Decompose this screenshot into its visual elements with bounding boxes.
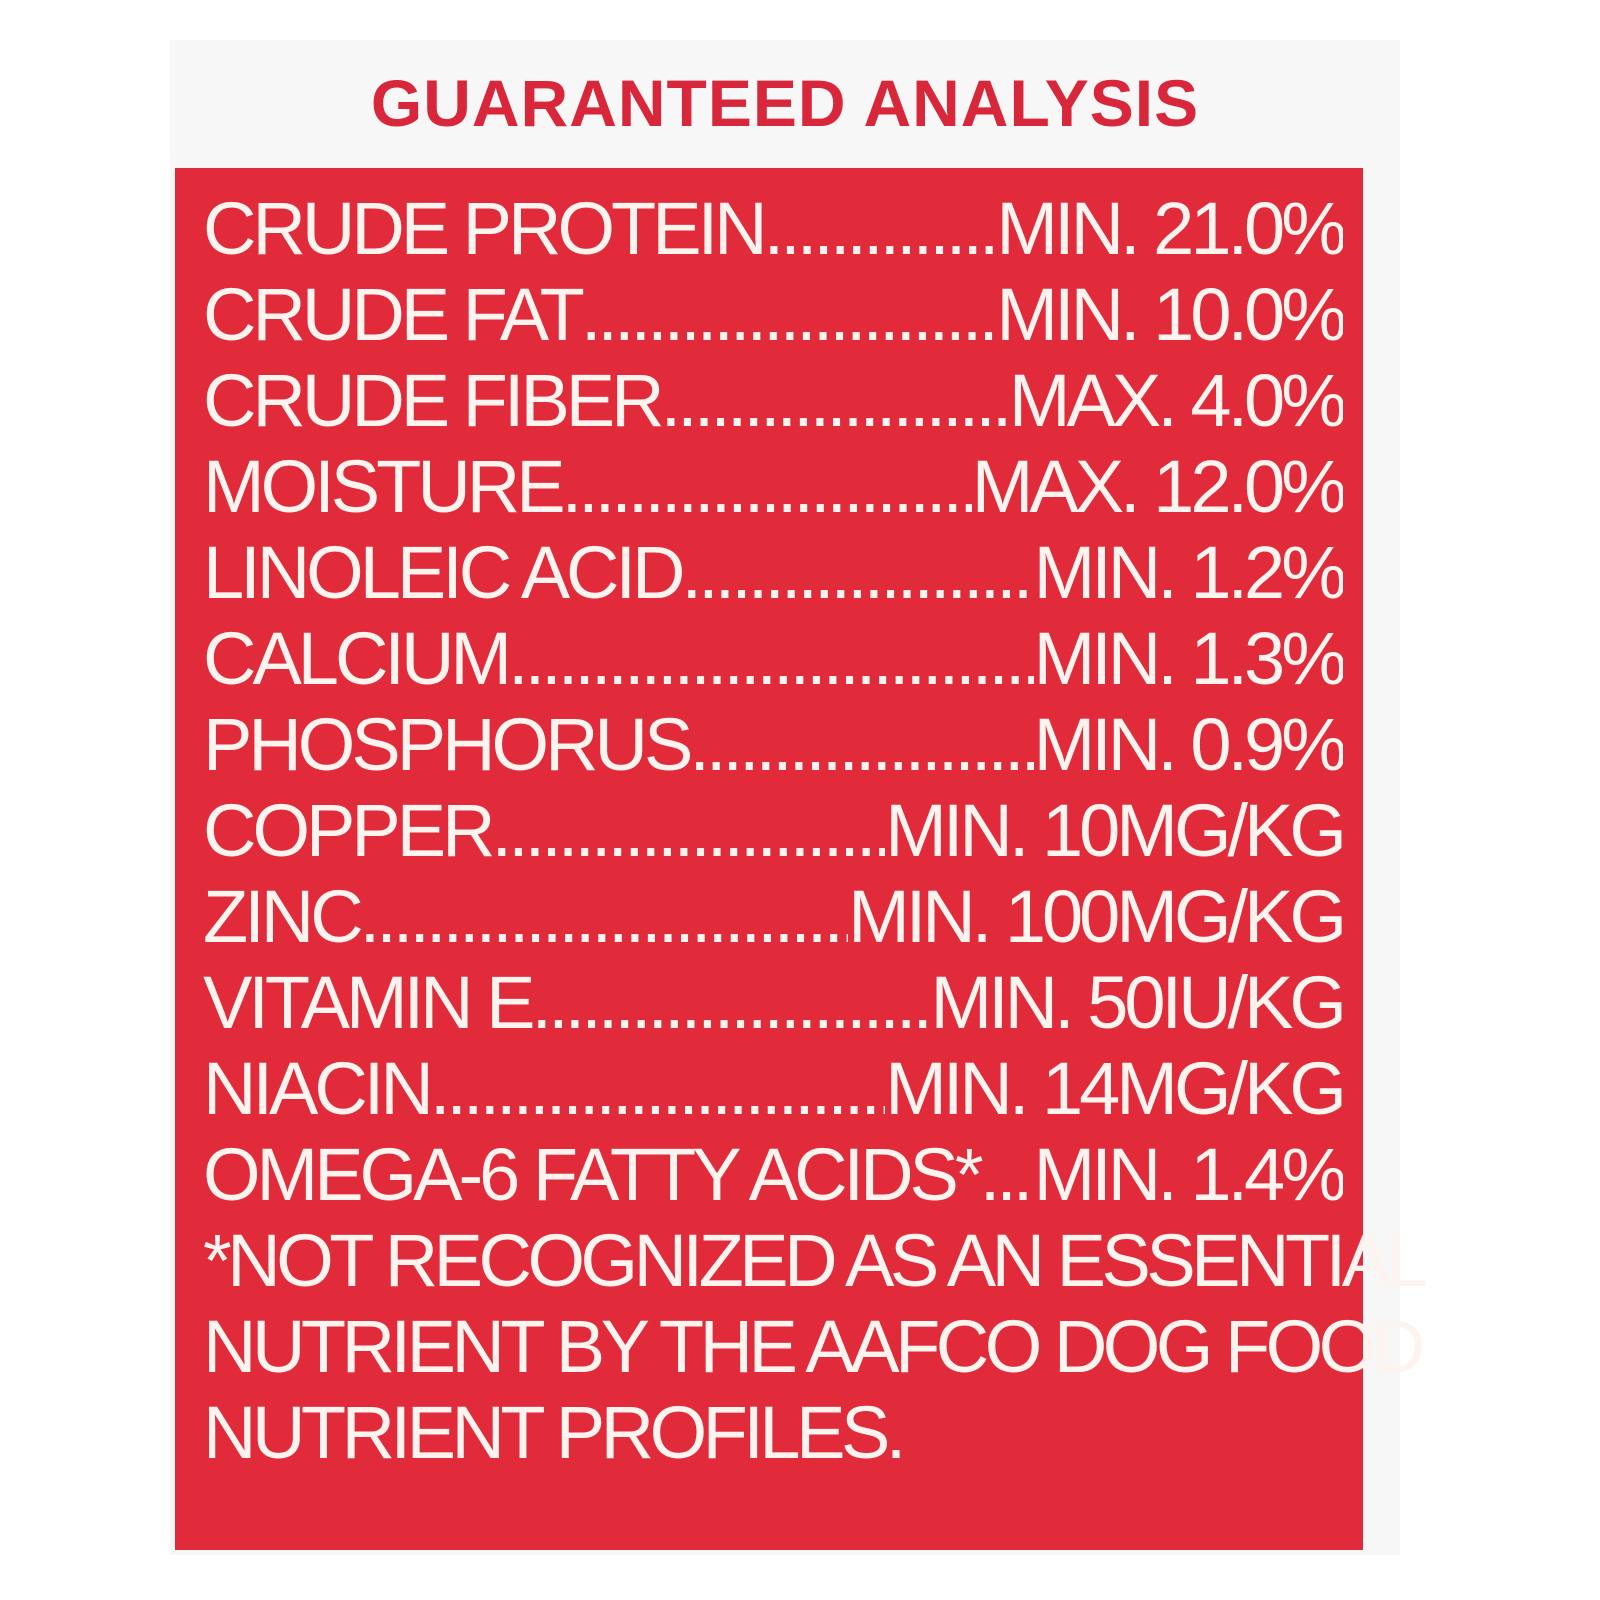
nutrient-name: OMEGA-6 FATTY ACIDS* bbox=[203, 1133, 984, 1216]
nutrient-name: COPPER bbox=[203, 789, 496, 872]
nutrient-value: MIN. 1.3% bbox=[1033, 617, 1343, 700]
nutrient-name: VITAMIN E bbox=[203, 961, 536, 1044]
dot-leader bbox=[980, 1132, 1034, 1217]
nutrient-name: MOISTURE bbox=[203, 445, 566, 528]
dot-leader bbox=[682, 530, 1034, 615]
analysis-row: VITAMIN E MIN. 50IU/KG bbox=[203, 960, 1343, 1046]
analysis-row: LINOLEIC ACID MIN. 1.2% bbox=[203, 530, 1343, 616]
guaranteed-analysis-label: GUARANTEED ANALYSIS CRUDE PROTEIN MIN. 21… bbox=[170, 40, 1428, 1555]
nutrient-name: NIACIN bbox=[203, 1047, 434, 1130]
analysis-panel: CRUDE PROTEIN MIN. 21.0% CRUDE FAT MIN. 10.… bbox=[175, 168, 1428, 1550]
nutrient-value: MIN. 100MG/KG bbox=[848, 875, 1343, 958]
nutrient-value: MIN. 1.4% bbox=[1033, 1133, 1343, 1216]
analysis-row: ZINC MIN. 100MG/KG bbox=[203, 874, 1343, 960]
dot-leader bbox=[689, 702, 1033, 787]
footnote-line: *NOT RECOGNIZED AS AN ESSENTIAL bbox=[203, 1219, 1428, 1302]
nutrient-value: MIN. 0.9% bbox=[1033, 703, 1343, 786]
nutrient-name: CRUDE FAT bbox=[203, 273, 585, 356]
analysis-row: OMEGA-6 FATTY ACIDS* MIN. 1.4% bbox=[203, 1132, 1343, 1218]
analysis-row: CALCIUM MIN. 1.3% bbox=[203, 616, 1343, 702]
nutrient-value: MIN. 21.0% bbox=[996, 187, 1343, 270]
dot-leader bbox=[360, 874, 848, 959]
dot-leader bbox=[581, 272, 997, 357]
footnote-line: NUTRIENT BY THE AAFCO DOG FOOD bbox=[203, 1305, 1425, 1388]
nutrient-value: MIN. 10.0% bbox=[996, 273, 1343, 356]
analysis-row: CRUDE FAT MIN. 10.0% bbox=[203, 272, 1343, 358]
nutrient-name: CRUDE PROTEIN bbox=[203, 187, 768, 270]
dot-leader bbox=[492, 788, 886, 873]
nutrient-value: MIN. 50IU/KG bbox=[930, 961, 1343, 1044]
analysis-row: PHOSPHORUS MIN. 0.9% bbox=[203, 702, 1343, 788]
dot-leader bbox=[532, 960, 931, 1045]
analysis-row: CRUDE FIBER MAX. 4.0% bbox=[203, 358, 1343, 444]
nutrient-value: MAX. 4.0% bbox=[1008, 359, 1343, 442]
nutrient-value: MAX. 12.0% bbox=[971, 445, 1343, 528]
nutrient-value: MIN. 1.2% bbox=[1033, 531, 1343, 614]
label-title: GUARANTEED ANALYSIS bbox=[370, 66, 1200, 140]
nutrient-value: MIN. 10MG/KG bbox=[885, 789, 1343, 872]
nutrient-name: ZINC bbox=[203, 875, 364, 958]
analysis-row: NIACIN MIN. 14MG/KG bbox=[203, 1046, 1343, 1132]
nutrient-name: CALCIUM bbox=[203, 617, 512, 700]
dot-leader bbox=[764, 186, 997, 271]
dot-leader bbox=[661, 358, 1009, 443]
analysis-row: MOISTURE MAX. 12.0% bbox=[203, 444, 1343, 530]
nutrient-value: MIN. 14MG/KG bbox=[885, 1047, 1343, 1130]
analysis-row: CRUDE PROTEIN MIN. 21.0% bbox=[203, 186, 1343, 272]
analysis-rows: CRUDE PROTEIN MIN. 21.0% CRUDE FAT MIN. 10.… bbox=[203, 186, 1428, 1476]
nutrient-name: PHOSPHORUS bbox=[203, 703, 693, 786]
dot-leader bbox=[508, 616, 1034, 701]
nutrient-name: CRUDE FIBER bbox=[203, 359, 665, 442]
dot-leader bbox=[562, 444, 972, 529]
analysis-row: COPPER MIN. 10MG/KG bbox=[203, 788, 1343, 874]
nutrient-name: LINOLEIC ACID bbox=[203, 531, 686, 614]
dot-leader bbox=[430, 1046, 885, 1131]
footnote-line: NUTRIENT PROFILES. bbox=[203, 1391, 906, 1474]
